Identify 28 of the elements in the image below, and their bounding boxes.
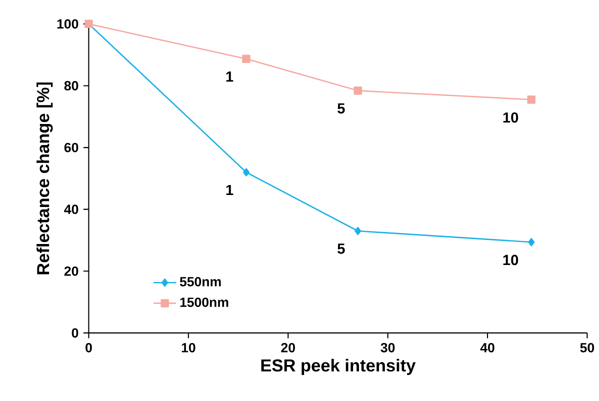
x-tick-label: 10 [182, 343, 196, 353]
y-tick-label: 100 [57, 19, 78, 29]
annotation: 10 [503, 112, 518, 123]
legend-label: 550nm [180, 277, 221, 287]
point [528, 238, 535, 246]
point [242, 168, 250, 176]
x-axis-title: ESR peek intensity [261, 358, 416, 376]
y-tick-label: 0 [72, 328, 78, 338]
point [242, 54, 250, 64]
point [354, 86, 362, 95]
y-tick-label: 60 [64, 142, 78, 152]
x-tick-label: 40 [480, 343, 494, 353]
y-tick-label: 80 [64, 81, 78, 91]
x-tick-label: 30 [380, 343, 395, 353]
annotation: 10 [503, 254, 518, 266]
y-axis-title: Reflectance change [%] [36, 82, 53, 274]
annotation: 5 [338, 244, 345, 254]
y-tick-label: 40 [64, 204, 78, 214]
x-tick-label: 0 [86, 343, 92, 353]
annotation: 1 [226, 72, 234, 82]
annotation: 1 [226, 185, 234, 196]
annotation: 5 [338, 103, 345, 114]
point [354, 226, 362, 236]
x-tick-label: 20 [281, 343, 295, 353]
y-tick-label: 20 [64, 266, 78, 276]
x-tick-label: 50 [580, 343, 594, 353]
point [527, 96, 536, 104]
legend-label: 1500nm [180, 298, 228, 308]
